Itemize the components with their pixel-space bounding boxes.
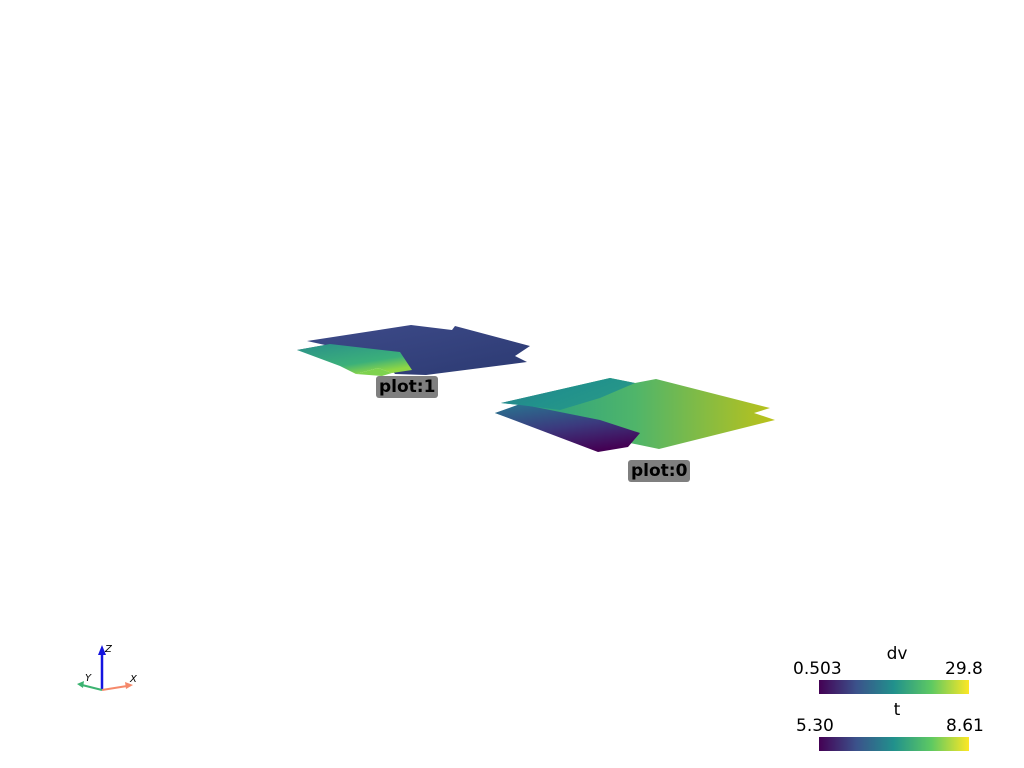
scalar-bar-dv-gradient: [819, 680, 969, 694]
surface-plot-1[interactable]: [297, 325, 530, 376]
surface-plot-0-left: [495, 404, 640, 452]
surface-plot-1-back: [297, 325, 530, 375]
orientation-axes: Z X Y: [77, 644, 138, 691]
scalar-bar-dv: dv 0.503 29.8: [790, 644, 983, 694]
scalar-bar-dv-title: dv: [886, 644, 908, 664]
scalar-bar-t: t 5.30 8.61: [790, 700, 984, 751]
scalar-bar-dv-min: 0.503: [793, 659, 842, 679]
plot-0-label: plot:0: [628, 460, 691, 482]
surface-plot-1-front: [297, 344, 412, 374]
scalar-bar-dv-max: 29.8: [945, 659, 983, 679]
scalar-bar-t-title: t: [893, 700, 901, 720]
axis-x-label: X: [129, 674, 138, 685]
scalar-bar-t-max: 8.61: [946, 716, 984, 736]
surface-plot-0-upper: [501, 378, 635, 410]
axis-y-label: Y: [85, 673, 92, 684]
scalar-bar-t-min: 5.30: [796, 716, 834, 736]
surface-plot-1-strip: [356, 368, 392, 376]
scalar-bar-t-gradient: [819, 737, 969, 751]
plot-1-label: plot:1: [376, 376, 439, 398]
axis-z-label: Z: [104, 644, 113, 655]
surface-plot-0[interactable]: [495, 378, 775, 452]
